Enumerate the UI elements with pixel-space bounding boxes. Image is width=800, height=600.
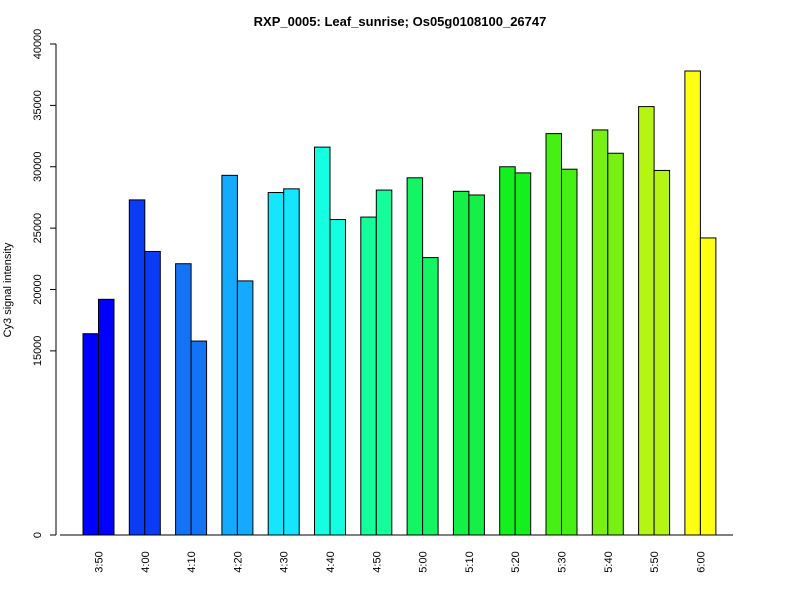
bar-510-2 xyxy=(468,194,485,536)
bar-520-1 xyxy=(499,166,516,536)
bar-530-2 xyxy=(561,168,578,536)
x-tick-label: 5:10 xyxy=(464,551,476,572)
x-tick-label: 5:50 xyxy=(649,551,661,572)
bar-430-2 xyxy=(283,188,300,536)
y-tick-label: 0 xyxy=(32,532,44,538)
y-tick-label: 25000 xyxy=(32,213,44,244)
bar-420-1 xyxy=(221,174,238,536)
y-tick-label: 30000 xyxy=(32,151,44,182)
bar-540-2 xyxy=(607,152,624,536)
bar-500-1 xyxy=(406,177,424,536)
x-tick-label: 4:00 xyxy=(140,551,152,572)
y-tick-label: 20000 xyxy=(32,274,44,305)
bar-450-1 xyxy=(360,216,377,536)
bar-410-2 xyxy=(190,340,208,536)
bar-350-1 xyxy=(82,333,99,536)
bar-400-1 xyxy=(128,199,146,536)
bar-410-1 xyxy=(175,263,192,536)
bar-530-1 xyxy=(545,133,562,536)
chart-title: RXP_0005: Leaf_sunrise; Os05g0108100_267… xyxy=(254,14,547,29)
bar-550-2 xyxy=(653,169,671,536)
y-axis-title: Cy3 signal intensity xyxy=(2,242,14,337)
x-tick-label: 5:40 xyxy=(603,551,615,572)
x-axis: 3:50 4:00 4:10 4:20 4:30 4:40 4:50 5:00 5:10 5:20… xyxy=(60,534,733,573)
y-tick-label: 35000 xyxy=(32,90,44,121)
bar-510-1 xyxy=(452,190,470,536)
y-tick-label: 15000 xyxy=(32,336,44,367)
bar-420-2 xyxy=(236,280,254,536)
bar-520-2 xyxy=(514,172,532,536)
y-tick-label: 40000 xyxy=(32,29,44,60)
x-tick-label: 5:20 xyxy=(510,551,522,572)
x-tick-label: 3:50 xyxy=(94,551,106,572)
bar-500-2 xyxy=(422,257,439,536)
x-tick-label: 4:40 xyxy=(325,551,337,572)
bar-550-1 xyxy=(638,106,655,536)
x-tick-label: 4:30 xyxy=(279,551,291,572)
bar-400-2 xyxy=(144,250,161,536)
bars-group xyxy=(82,70,717,536)
y-axis: 0 15000 20000 25000 30000 35000 40000 xyxy=(32,29,57,538)
bar-600-2 xyxy=(699,237,717,536)
x-tick-label: 4:10 xyxy=(186,551,198,572)
bar-540-1 xyxy=(591,129,609,536)
bar-350-2 xyxy=(98,298,115,536)
x-tick-label: 5:30 xyxy=(557,551,569,572)
bar-430-1 xyxy=(267,192,285,536)
x-tick-label: 6:00 xyxy=(695,551,707,572)
bar-440-1 xyxy=(314,146,331,536)
x-tick-label: 5:00 xyxy=(418,551,430,572)
bar-440-2 xyxy=(329,219,346,536)
bar-600-1 xyxy=(684,70,701,536)
x-tick-label: 4:20 xyxy=(232,551,244,572)
bar-450-2 xyxy=(375,189,393,536)
x-tick-label: 4:50 xyxy=(371,551,383,572)
